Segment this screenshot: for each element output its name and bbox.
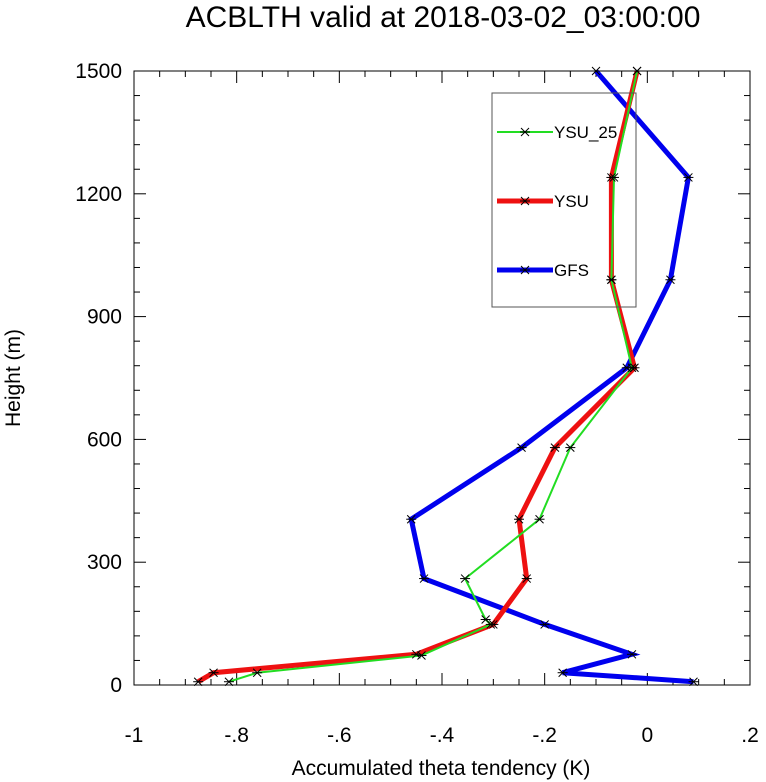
y-tick-label: 0 xyxy=(110,674,122,697)
series-gfs xyxy=(408,69,694,685)
legend-label: YSU_25 xyxy=(554,123,617,142)
y-tick-label: 1500 xyxy=(75,60,122,83)
x-axis: -1 -.8 -.6 -.4 -.2 0 .2 xyxy=(125,71,759,747)
legend-entry-gfs: GFS xyxy=(497,261,589,280)
chart-title: ACBLTH valid at 2018-03-02_03:00:00 xyxy=(186,1,701,34)
series-line xyxy=(408,69,694,685)
y-tick-label: 600 xyxy=(87,428,122,451)
series-line xyxy=(196,70,640,684)
y-axis-label: Height (m) xyxy=(2,329,25,427)
legend-entry-ysu-25: YSU_25 xyxy=(497,123,617,142)
x-axis-label: Accumulated theta tendency (K) xyxy=(292,757,591,780)
legend-box xyxy=(491,92,637,308)
x-tick-label: -.4 xyxy=(430,724,455,747)
series-markers xyxy=(406,66,699,687)
x-tick-label: .2 xyxy=(741,724,759,747)
legend-entry-ysu: YSU xyxy=(497,192,589,211)
series-markers xyxy=(193,66,643,687)
legend: YSU_25 YSU GFS xyxy=(491,92,637,308)
plot-frame xyxy=(133,70,751,686)
y-axis: 0 300 600 900 1200 1500 xyxy=(75,60,750,697)
y-tick-label: 900 xyxy=(87,306,122,329)
series-markers xyxy=(223,66,643,687)
legend-label: YSU xyxy=(554,192,589,211)
legend-label: GFS xyxy=(554,261,589,280)
y-tick-label: 300 xyxy=(87,551,122,574)
x-tick-label: -1 xyxy=(125,724,144,747)
series-line xyxy=(228,70,639,683)
y-tick-label: 1200 xyxy=(75,183,122,206)
series-layer xyxy=(193,66,699,687)
x-tick-label: 0 xyxy=(641,724,653,747)
x-tick-label: -.8 xyxy=(224,724,249,747)
series-ysu xyxy=(196,70,640,684)
x-tick-label: -.2 xyxy=(532,724,557,747)
series-ysu-25 xyxy=(228,70,639,683)
x-tick-label: -.6 xyxy=(327,724,352,747)
